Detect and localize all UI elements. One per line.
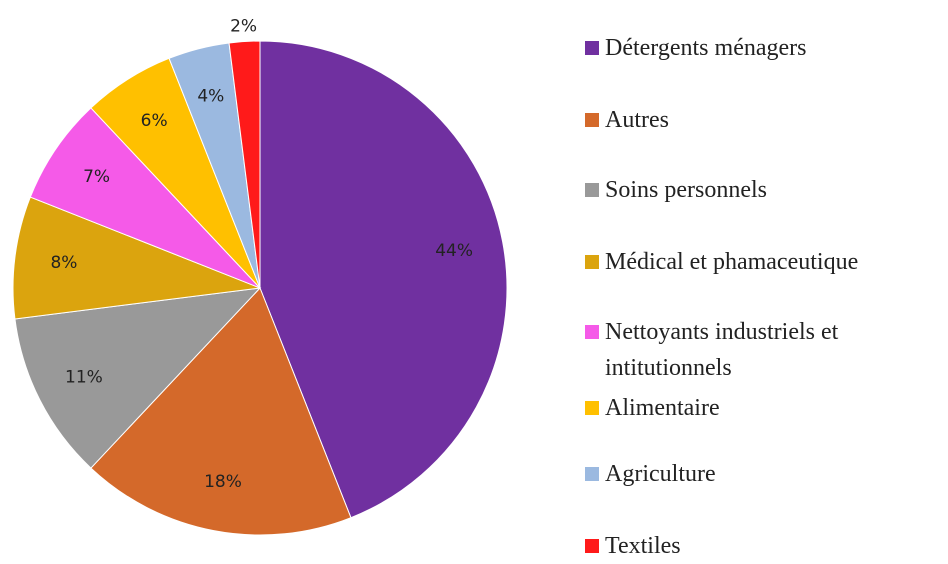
legend-label: Textiles <box>605 533 681 559</box>
legend-label: Agriculture <box>605 461 716 487</box>
legend-swatch <box>585 255 599 269</box>
legend-item: Nettoyants industriels et intitutionnels <box>585 314 945 386</box>
legend-label: Nettoyants industriels et intitutionnels <box>605 319 839 381</box>
legend-label: Médical et phamaceutique <box>605 249 859 275</box>
legend-swatch <box>585 467 599 481</box>
data-label: 6% <box>141 111 168 131</box>
pie-slice <box>14 287 262 469</box>
legend-swatch <box>585 41 599 55</box>
legend-item: Détergents ménagers <box>585 30 945 66</box>
pie-slice <box>29 107 261 289</box>
legend-swatch <box>585 113 599 127</box>
legend-swatch <box>585 183 599 197</box>
legend-label: Autres <box>605 107 669 133</box>
legend-swatch <box>585 401 599 415</box>
legend-label: Alimentaire <box>605 395 720 421</box>
legend-item: Alimentaire <box>585 390 945 426</box>
data-label: 44% <box>435 241 473 261</box>
pie-slice <box>259 40 508 519</box>
legend-item: Agriculture <box>585 456 945 492</box>
data-label: 11% <box>65 368 103 388</box>
legend-item: Autres <box>585 102 945 138</box>
data-label: 18% <box>204 472 242 492</box>
legend-swatch <box>585 539 599 553</box>
legend-swatch <box>585 325 599 339</box>
legend-label: Détergents ménagers <box>605 35 807 61</box>
pie-slice <box>228 40 261 289</box>
data-label: 2% <box>230 17 257 37</box>
legend-item: Médical et phamaceutique <box>585 244 945 280</box>
data-label: 7% <box>83 167 110 187</box>
pie-slice <box>90 287 352 536</box>
legend-item: Textiles <box>585 528 945 564</box>
legend-item: Soins personnels <box>585 172 945 208</box>
data-label: 4% <box>197 87 224 107</box>
legend-label: Soins personnels <box>605 177 767 203</box>
pie-slice <box>12 196 261 320</box>
data-label: 8% <box>50 253 77 273</box>
chart: 44% 18% 11% 8% 7% 6% 4% 2% <box>12 17 508 536</box>
